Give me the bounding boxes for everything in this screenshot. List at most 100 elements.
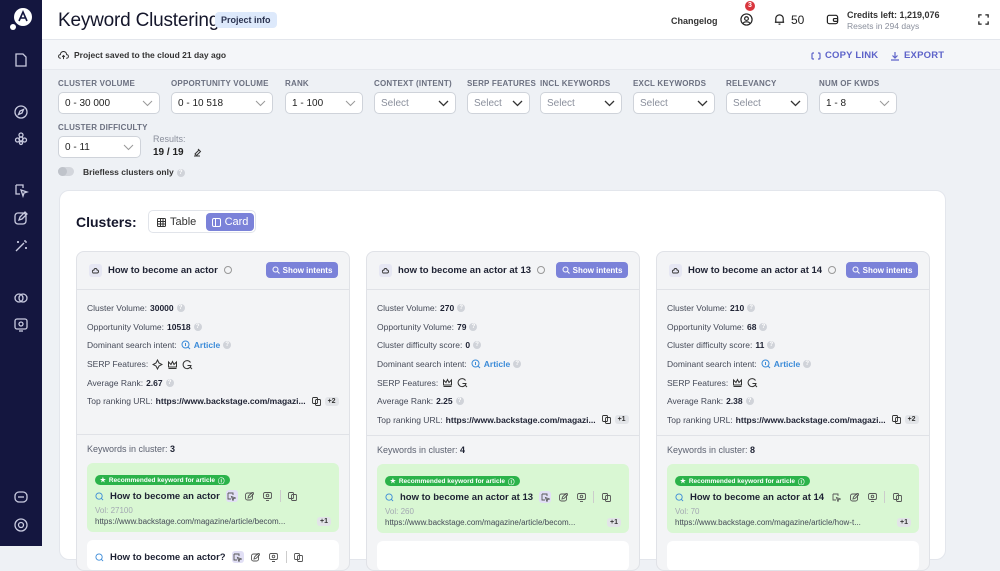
more-urls-badge[interactable]: +2 [904, 415, 919, 425]
copy-icon[interactable] [600, 491, 612, 503]
cursor-icon[interactable] [13, 182, 29, 198]
keyword-url-row: https://www.backstage.com/magazine/artic… [385, 518, 621, 527]
chevron-down-icon [255, 100, 266, 106]
cursor-icon[interactable] [830, 491, 842, 503]
help-icon[interactable]: ⓘ [218, 478, 225, 485]
keyword-item[interactable]: How to become an actor? [87, 540, 339, 570]
help-icon[interactable]: ? [473, 341, 482, 350]
more-urls-badge[interactable]: +1 [614, 415, 629, 425]
help-icon[interactable]: ? [223, 341, 232, 350]
edit-icon[interactable] [244, 490, 256, 502]
cursor-icon[interactable] [231, 551, 244, 563]
show-intents-button[interactable]: Show intents [846, 262, 918, 278]
cluster-difficulty-select[interactable]: 0 - 11 [58, 136, 141, 158]
top-url-link[interactable]: https://www.backstage.com/magazi... [155, 396, 306, 407]
top-url-link[interactable]: https://www.backstage.com/magazi... [445, 414, 596, 425]
cluster-card[interactable]: how to become an actor at 13 Show intent… [366, 251, 640, 571]
serp-features-select[interactable]: Select [467, 92, 530, 114]
briefless-toggle[interactable] [58, 167, 74, 176]
app-logo[interactable] [8, 6, 34, 32]
copy-icon[interactable] [891, 491, 903, 503]
rank-select[interactable]: 1 - 100 [285, 92, 363, 114]
keyword-url[interactable]: https://www.backstage.com/magazine/artic… [385, 518, 576, 527]
help-icon[interactable]: ? [457, 304, 466, 313]
filter-label-cluster-difficulty: CLUSTER DIFFICULTY [58, 123, 148, 132]
context-intent-select[interactable]: Select [374, 92, 456, 114]
help-icon[interactable]: ? [176, 304, 185, 313]
magic-wand-icon[interactable] [13, 238, 29, 254]
cursor-icon[interactable] [539, 491, 552, 503]
copy-link-button[interactable]: COPY LINK [811, 50, 878, 61]
monitor-search-icon[interactable] [866, 491, 878, 503]
copy-icon[interactable] [891, 415, 901, 425]
help-icon[interactable]: ? [455, 397, 464, 406]
num-of-kwds-select[interactable]: 1 - 8 [819, 92, 897, 114]
edit-icon[interactable] [250, 551, 262, 563]
opportunity-volume-select[interactable]: 0 - 10 518 [171, 92, 273, 114]
clear-filters-icon[interactable] [192, 147, 202, 157]
project-info-button[interactable]: Project info [215, 12, 277, 28]
cluster-card[interactable]: How to become an actor Show intents Clus… [76, 251, 350, 571]
edit-icon[interactable] [13, 210, 29, 226]
help-icon[interactable]: ? [176, 168, 185, 177]
compass-icon[interactable] [13, 104, 29, 120]
table-view-button[interactable]: Table [153, 214, 200, 230]
monitor-search-icon[interactable] [262, 490, 274, 502]
help-icon[interactable]: ? [759, 322, 768, 331]
cursor-icon[interactable] [225, 490, 238, 502]
top-url-link[interactable]: https://www.backstage.com/magazi... [735, 414, 886, 425]
help-icon[interactable]: ? [193, 322, 202, 331]
keyword-row: How to become an actor [95, 489, 331, 503]
excl-keywords-select[interactable]: Select [633, 92, 715, 114]
recommended-keyword[interactable]: ★ Recommended keyword for article ⓘ How to… [667, 464, 919, 533]
help-icon[interactable]: ? [745, 397, 754, 406]
edit-icon[interactable] [557, 491, 569, 503]
help-icon[interactable]: ? [767, 341, 776, 350]
fullscreen-icon[interactable] [977, 13, 990, 26]
copy-icon[interactable] [601, 415, 611, 425]
copy-icon[interactable] [287, 490, 299, 502]
keyword-url[interactable]: https://www.backstage.com/magazine/artic… [675, 518, 861, 527]
recommended-keyword[interactable]: ★ Recommended keyword for article ⓘ how to… [377, 464, 629, 533]
monitor-search-icon[interactable] [268, 551, 280, 563]
edit-icon[interactable] [848, 491, 860, 503]
copy-icon[interactable] [311, 396, 321, 406]
user-icon[interactable] [740, 13, 753, 26]
collapse-icon[interactable] [13, 489, 29, 505]
status-circle-icon [828, 266, 837, 274]
support-icon[interactable] [13, 517, 29, 533]
metric-value: 79 [457, 321, 467, 332]
export-button[interactable]: EXPORT [890, 50, 944, 61]
more-urls-badge[interactable]: +2 [324, 396, 339, 406]
more-urls-badge[interactable]: +1 [317, 517, 331, 526]
help-icon[interactable]: ? [513, 360, 522, 369]
divider [279, 490, 281, 502]
help-icon[interactable]: ? [165, 378, 174, 387]
changelog-link[interactable]: Changelog [671, 16, 718, 26]
help-icon[interactable]: ? [747, 304, 756, 313]
monitor-search-icon[interactable] [13, 317, 29, 333]
top-bar: Keyword Clustering Project info Changelo… [42, 0, 1000, 40]
link-circles-icon[interactable] [13, 290, 29, 306]
cluster-volume-select[interactable]: 0 - 30 000 [58, 92, 160, 114]
show-intents-button[interactable]: Show intents [556, 262, 628, 278]
show-intents-button[interactable]: Show intents [266, 262, 338, 278]
recommended-keyword[interactable]: ★ Recommended keyword for article ⓘ How to… [87, 463, 339, 532]
cluster-icon [379, 264, 392, 277]
cluster-card[interactable]: How to become an actor at 14 Show intent… [656, 251, 930, 571]
help-icon[interactable]: ? [469, 322, 478, 331]
keyword-url[interactable]: https://www.backstage.com/magazine/artic… [95, 517, 286, 526]
card-view-button[interactable]: Card [206, 213, 254, 231]
copy-icon[interactable] [293, 551, 305, 563]
incl-keywords-select[interactable]: Select [540, 92, 622, 114]
help-icon[interactable]: ⓘ [798, 479, 805, 486]
more-urls-badge[interactable]: +1 [607, 518, 621, 527]
more-urls-badge[interactable]: +1 [897, 518, 911, 527]
help-icon[interactable]: ? [803, 360, 812, 369]
help-icon[interactable]: ⓘ [508, 479, 515, 486]
bell-icon[interactable] [773, 13, 786, 26]
relevancy-select[interactable]: Select [726, 92, 808, 114]
document-icon[interactable] [13, 52, 29, 68]
flower-icon[interactable] [13, 131, 29, 147]
monitor-search-icon[interactable] [575, 491, 587, 503]
